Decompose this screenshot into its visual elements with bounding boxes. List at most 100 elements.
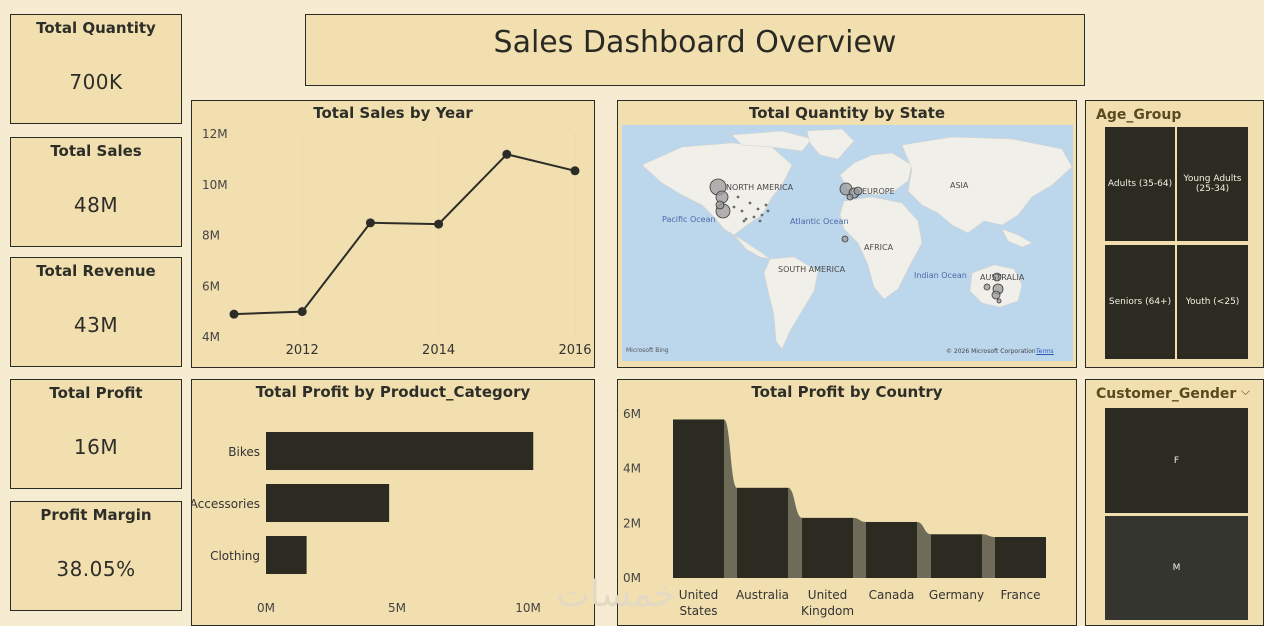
category-label: Clothing (210, 549, 260, 563)
world-map[interactable]: NORTH AMERICA EUROPE ASIA AFRICA SOUTH A… (622, 125, 1073, 361)
map-label: SOUTH AMERICA (778, 265, 846, 274)
chart-title: Total Profit by Product_Category (255, 383, 531, 401)
age-group-slicer[interactable]: Age_Group Adults (35-64) Young Adults (2… (1085, 100, 1264, 368)
profit-by-category-chart: Bikes Accessories Clothing 0M 5M 10M (192, 432, 541, 615)
kpi-card-total-revenue: Total Revenue 43M (10, 257, 182, 367)
map-attribution: © 2026 Microsoft Corporation (946, 348, 1036, 355)
category-label: France (1001, 588, 1041, 602)
x-tick-label: 2012 (286, 343, 319, 358)
profit-by-country-chart: 0M 2M 4M 6M United States Australia United Kingd… (623, 407, 1046, 618)
kpi-value: 16M (73, 435, 119, 459)
ribbon (917, 521, 931, 578)
category-label: United (679, 588, 718, 602)
x-tick-label: 10M (515, 601, 541, 615)
age-tile-young-adults[interactable]: Young Adults (25-34) (1177, 127, 1248, 241)
dashboard-title-box: Sales Dashboard Overview (305, 14, 1085, 86)
kpi-label: Profit Margin (40, 506, 152, 524)
kpi-value: 43M (73, 313, 119, 337)
category-label: Germany (929, 588, 984, 602)
y-tick-label: 8M (202, 229, 220, 243)
map-terms-link[interactable]: Terms (1036, 348, 1054, 355)
watermark: خمسات (556, 574, 677, 615)
category-label: Accessories (192, 497, 260, 511)
category-label: Australia (736, 588, 789, 602)
profit-by-category-panel[interactable]: Total Profit by Product_Category Bikes Ac… (191, 379, 595, 626)
chart-title: Total Profit by Country (751, 383, 943, 401)
bar-france (995, 537, 1046, 578)
category-label: United (808, 588, 847, 602)
bar-australia (737, 487, 788, 578)
quantity-by-state-panel[interactable]: Total Quantity by State (617, 100, 1077, 368)
sales-point (365, 218, 375, 228)
age-tile-seniors[interactable]: Seniors (64+) (1105, 245, 1175, 359)
bar-united-kingdom (802, 517, 853, 578)
sales-line (233, 153, 576, 316)
customer-gender-slicer[interactable]: Customer_Gender ⌵ F M (1085, 379, 1264, 626)
y-tick-label: 4M (623, 462, 641, 476)
bar-canada (866, 521, 917, 578)
kpi-card-total-sales: Total Sales 48M (10, 137, 182, 247)
kpi-card-total-quantity: Total Quantity 700K (10, 14, 182, 124)
ribbon (853, 517, 866, 578)
kpi-card-profit-margin: Profit Margin 38.05% (10, 501, 182, 611)
y-tick-label: 0M (623, 571, 641, 585)
y-tick-label: 6M (623, 407, 641, 421)
kpi-value: 700K (69, 70, 123, 94)
sales-point (434, 219, 444, 229)
bar-united-states (673, 419, 724, 578)
map-label: AUSTRALIA (980, 273, 1025, 282)
kpi-label: Total Sales (50, 142, 142, 160)
dashboard-title: Sales Dashboard Overview (493, 25, 897, 60)
gender-tile-m[interactable]: M (1105, 516, 1248, 620)
age-tile-youth[interactable]: Youth (<25) (1177, 245, 1248, 359)
gender-tile-f[interactable]: F (1105, 408, 1248, 513)
y-tick-label: 10M (202, 178, 228, 192)
category-label: States (679, 604, 717, 618)
kpi-label: Total Quantity (36, 19, 156, 37)
ribbon (788, 487, 802, 578)
kpi-label: Total Profit (49, 384, 143, 402)
sales-point (297, 307, 307, 317)
age-tile-adults[interactable]: Adults (35-64) (1105, 127, 1175, 241)
profit-by-country-panel[interactable]: Total Profit by Country 0M 2M 4M 6M United St… (617, 379, 1077, 626)
category-label: Kingdom (801, 604, 854, 618)
chart-title: Total Quantity by State (748, 104, 946, 122)
bar-germany (931, 534, 982, 578)
bar-accessories (266, 484, 390, 522)
chevron-down-icon[interactable]: ⌵ (1241, 384, 1251, 398)
y-tick-label: 2M (623, 516, 641, 530)
sales-point (502, 149, 512, 159)
y-tick-label: 6M (202, 279, 220, 293)
slicer-title: Age_Group (1096, 107, 1182, 123)
map-label: EUROPE (862, 187, 895, 196)
ribbon (724, 419, 737, 578)
y-tick-label: 4M (202, 330, 220, 344)
kpi-label: Total Revenue (36, 262, 156, 280)
map-ocean-label: Indian Ocean (914, 271, 967, 280)
x-tick-label: 2014 (422, 343, 455, 358)
map-label: ASIA (950, 181, 969, 190)
bar-clothing (266, 536, 307, 574)
ribbon (982, 534, 995, 578)
category-label: Canada (869, 588, 915, 602)
map-ocean-label: Atlantic Ocean (790, 217, 849, 226)
map-label: AFRICA (864, 243, 894, 252)
category-label: Bikes (228, 445, 260, 459)
kpi-value: 38.05% (56, 557, 136, 581)
x-tick-label: 5M (388, 601, 406, 615)
kpi-value: 48M (73, 193, 119, 217)
sales-point (229, 309, 239, 319)
x-tick-label: 0M (257, 601, 275, 615)
kpi-card-total-profit: Total Profit 16M (10, 379, 182, 489)
sales-by-year-panel[interactable]: Total Sales by Year 4M 6M 8M 10M 12M 2012 2014… (191, 100, 595, 368)
y-tick-label: 12M (202, 127, 228, 141)
map-logo: Microsoft Bing (626, 347, 669, 354)
sales-point (570, 166, 580, 176)
map-ocean-label: Pacific Ocean (662, 215, 716, 224)
chart-title: Total Sales by Year (313, 104, 473, 122)
slicer-title: Customer_Gender (1096, 386, 1237, 402)
map-landmass (641, 128, 1073, 350)
sales-by-year-chart: 4M 6M 8M 10M 12M 2012 2014 2016 (202, 127, 592, 358)
bar-bikes (266, 432, 534, 470)
x-tick-label: 2016 (558, 343, 591, 358)
